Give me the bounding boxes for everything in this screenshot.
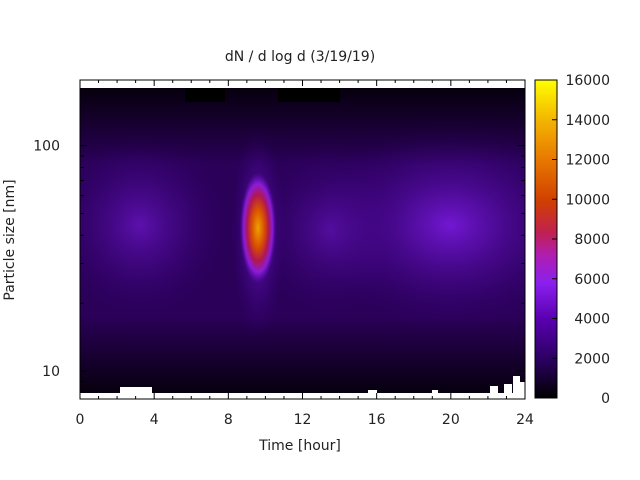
heatmap-area [80,88,525,393]
x-tick-label: 16 [368,412,386,428]
x-tick-label: 20 [442,412,460,428]
white-gap-3 [432,390,438,393]
colorbar-tick-label: 16000 [565,73,610,89]
x-tick-label: 8 [224,412,233,428]
top-black-strip-2 [278,88,340,102]
x-axis: 0 4 8 12 16 20 24 [76,80,534,428]
colorbar-tick-label: 2000 [574,351,610,367]
vertical-fade [80,88,525,393]
white-gap-5 [504,384,512,393]
colorbar-tick-label: 12000 [565,153,610,169]
x-tick-label: 0 [76,412,85,428]
x-tick-label: 12 [294,412,312,428]
colorbar-tick-label: 4000 [574,312,610,328]
y-axis: 10 100 [33,139,525,382]
y-tick-label: 10 [42,364,60,380]
colorbar-tick-label: 14000 [565,113,610,129]
colorbar-tick-label: 0 [601,391,610,407]
y-axis-label: Particle size [nm] [2,179,18,300]
top-black-strip-1 [185,88,225,102]
x-axis-label: Time [hour] [258,438,341,454]
colorbar-tick-label: 6000 [574,272,610,288]
white-gap-4 [490,386,498,393]
y-tick-label: 100 [33,139,60,155]
white-gap-7 [519,382,525,393]
colorbar-tick-label: 10000 [565,192,610,208]
x-tick-label: 4 [150,412,159,428]
chart-title: dN / d log d (3/19/19) [225,49,375,65]
white-gap-1 [120,387,152,393]
white-gap-6 [513,376,520,393]
colorbar-tick-label: 8000 [574,232,610,248]
x-tick-label: 24 [516,412,534,428]
colorbar-ticks: 0 2000 4000 6000 8000 10000 12000 14000 16000 [552,73,610,407]
white-gap-2 [368,390,377,393]
